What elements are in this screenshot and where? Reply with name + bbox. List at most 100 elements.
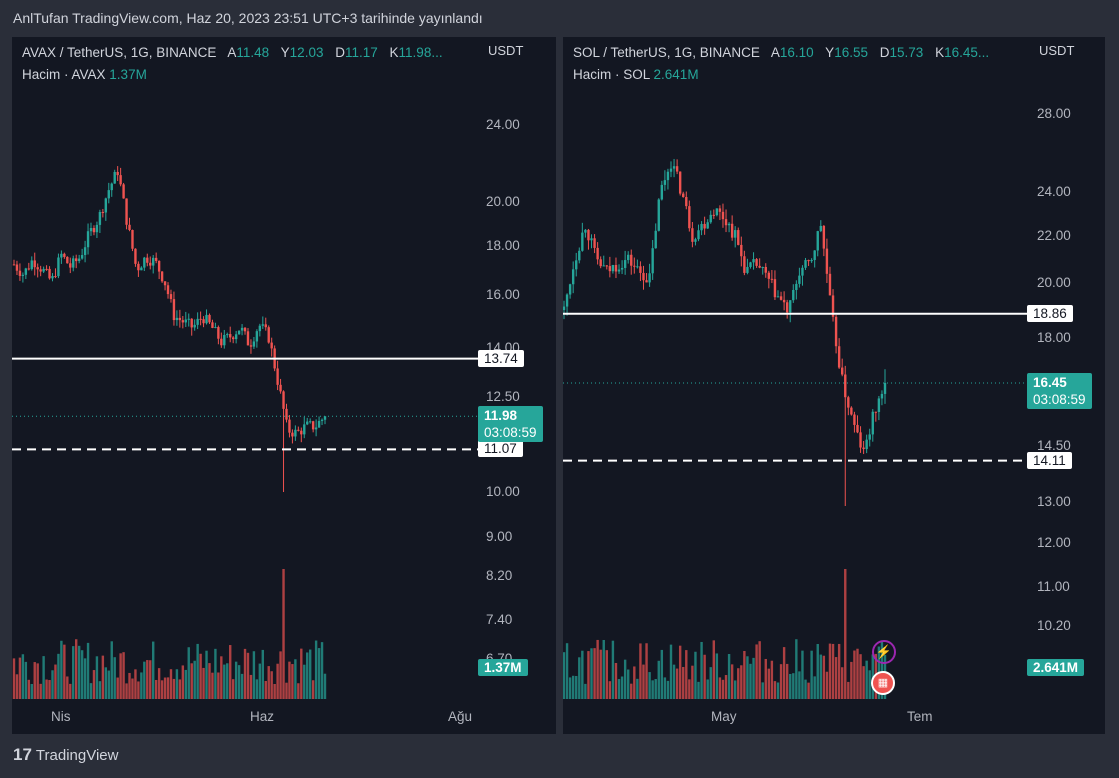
volume-bar xyxy=(110,641,113,699)
candle-body xyxy=(249,345,253,347)
candle-body xyxy=(752,259,755,263)
volume-bar xyxy=(645,643,648,699)
volume-bar xyxy=(311,680,315,699)
volume-bar xyxy=(229,645,232,699)
volume-bar xyxy=(208,663,211,699)
volume-bar xyxy=(107,670,110,699)
candle-body xyxy=(113,171,116,184)
candle-body xyxy=(229,334,232,338)
volume-bar xyxy=(288,661,291,699)
y-tick-label: 24.00 xyxy=(1037,184,1071,199)
candle-body xyxy=(691,228,694,242)
volume-bar xyxy=(810,650,813,699)
candle-body xyxy=(575,260,578,270)
volume-bar xyxy=(80,650,84,699)
candle-body xyxy=(252,341,256,347)
countdown-timer: 03:08:59 xyxy=(1033,391,1086,407)
symbol-legend: AVAX / TetherUS, 1G, BINANCE A11.48 Y12.… xyxy=(22,45,443,60)
volume-bar xyxy=(66,676,69,699)
candle-body xyxy=(323,416,327,420)
candle-body xyxy=(57,257,60,277)
candle-body xyxy=(630,254,633,266)
candle-body xyxy=(261,324,264,326)
chart-panel-avax[interactable]: AVAX / TetherUS, 1G, BINANCE A11.48 Y12.… xyxy=(12,37,556,734)
volume-bar xyxy=(255,679,259,699)
candle-body xyxy=(636,266,639,268)
level-price-tag: 11.07 xyxy=(478,440,523,458)
candle-body xyxy=(660,184,664,200)
candle-body xyxy=(107,190,110,199)
candle-body xyxy=(871,411,874,435)
candle-body xyxy=(880,393,884,399)
candle-body xyxy=(199,318,202,320)
volume-bar xyxy=(596,639,599,699)
candle-body xyxy=(63,253,66,257)
level-price-tag: 13.74 xyxy=(478,349,524,367)
volume-bar xyxy=(850,661,853,699)
volume-bar xyxy=(865,660,868,699)
tradingview-logo[interactable]: 17 TradingView xyxy=(13,745,118,765)
candle-body xyxy=(240,327,244,331)
volume-bar xyxy=(587,651,590,699)
lightning-icon[interactable]: ⚡ xyxy=(872,640,896,664)
y-tick-label: 18.00 xyxy=(1037,330,1071,345)
volume-value: 1.37M xyxy=(109,67,147,82)
low-label: D xyxy=(335,45,345,60)
volume-bar xyxy=(279,651,282,699)
volume-bar xyxy=(190,663,193,699)
volume-bar xyxy=(125,683,128,699)
candle-body xyxy=(202,319,205,324)
candle-body xyxy=(700,223,703,231)
volume-bar xyxy=(184,669,187,699)
candle-body xyxy=(807,260,810,262)
volume-bar xyxy=(140,672,143,699)
volume-bar xyxy=(822,655,826,699)
candle-body xyxy=(320,419,324,421)
us-flag-icon[interactable]: ▦ xyxy=(871,671,895,695)
candle-body xyxy=(104,198,108,213)
candle-body xyxy=(810,259,813,262)
volume-bar xyxy=(642,664,645,699)
candle-body xyxy=(727,223,731,226)
volume-bar xyxy=(240,673,244,699)
volume-bar xyxy=(734,680,737,699)
volume-bar xyxy=(718,677,722,699)
sol-chart-svg xyxy=(563,158,1029,699)
volume-bar xyxy=(663,677,667,699)
candle-body xyxy=(54,276,57,278)
candle-body xyxy=(149,262,152,266)
candle-body xyxy=(868,434,871,440)
unit-label: USDT xyxy=(1039,43,1075,58)
volume-bar xyxy=(593,648,596,699)
volume-bar xyxy=(813,676,816,699)
volume-bar xyxy=(721,679,725,699)
candle-body xyxy=(89,228,93,232)
volume-bar xyxy=(270,671,273,699)
candle-body xyxy=(850,407,853,415)
candle-body xyxy=(758,265,761,268)
volume-bar xyxy=(258,663,262,699)
volume-bar xyxy=(834,657,838,699)
candle-body xyxy=(190,318,193,328)
volume-bar xyxy=(709,667,712,699)
candle-body xyxy=(21,274,25,276)
volume-bar xyxy=(697,681,700,699)
volume-bar xyxy=(92,670,96,699)
last-price-tag: 11.98 03:08:59 xyxy=(478,406,543,443)
volume-bar xyxy=(297,683,300,699)
symbol-line: SOL / TetherUS, 1G, BINANCE xyxy=(573,45,760,60)
chart-panel-sol[interactable]: SOL / TetherUS, 1G, BINANCE A16.10 Y16.5… xyxy=(563,37,1105,734)
volume-bar xyxy=(24,661,28,699)
volume-bar xyxy=(72,646,75,699)
candle-body xyxy=(80,255,84,259)
volume-bar xyxy=(620,676,624,699)
volume-bar xyxy=(249,674,253,699)
candle-body xyxy=(24,268,28,275)
candle-body xyxy=(651,248,654,274)
candle-body xyxy=(734,230,737,238)
candle-body xyxy=(83,247,87,256)
close-value: 11.98... xyxy=(398,45,443,60)
volume-bar xyxy=(627,669,630,699)
volume-bar xyxy=(688,679,691,699)
volume-bar xyxy=(119,653,122,699)
